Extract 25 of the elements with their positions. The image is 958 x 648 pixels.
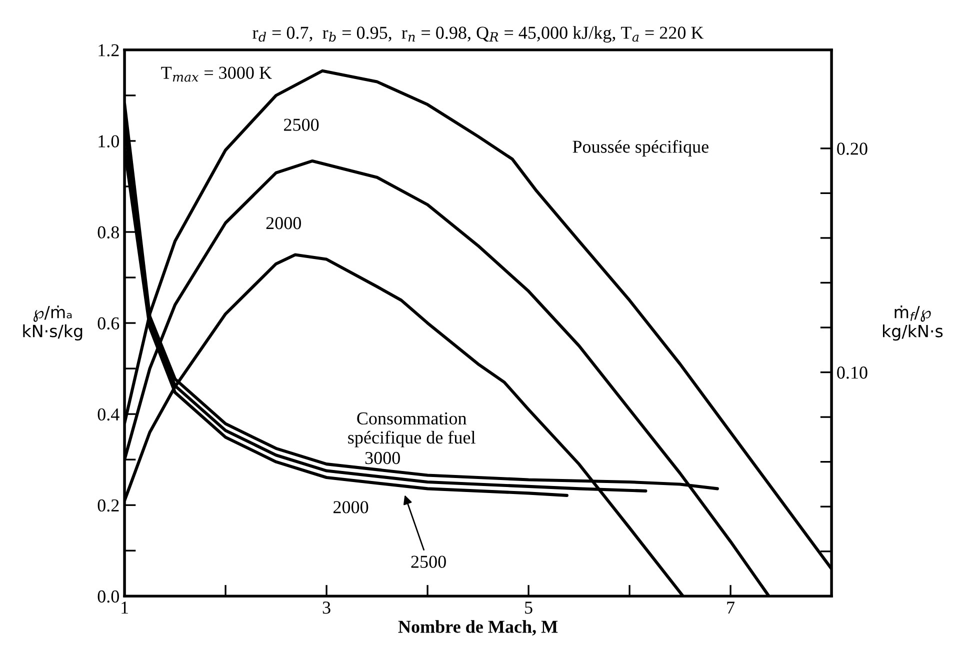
annotation: Poussée spécifique [572,140,708,156]
annotation: 2500 [411,556,446,568]
x-tick-label: 5 [525,602,532,614]
y-axis-title: ℘/ṁₐ kN·s/kg [23,306,82,341]
annotation: T$_{max}$ = 3000 K [161,66,272,82]
x-tick-label: 1 [122,602,128,614]
annotation: Consommation spécifique de fuel [348,412,476,448]
annotation: 3000 [365,452,400,464]
y-tick-label: 0.2 [98,499,119,512]
y-tick-label: 0.0 [98,590,119,603]
annotation: 2500 [284,118,319,131]
y-tick-label: 1.0 [98,135,119,148]
x-axis-title: Nombre de Mach, M [398,620,558,636]
y-tick-label: 1.2 [98,44,119,56]
annotation: 2000 [266,217,301,230]
x-tick-label: 3 [322,602,330,614]
y2-tick-label: 0.20 [837,142,868,155]
y2-axis-title: ṁ$_{f}$/℘ kg/kN·s [882,305,943,341]
y-tick-label: 0.8 [98,226,119,239]
annotation: 2000 [334,501,368,514]
chart-title: r$_{d}$ = 0.7, r$_{b}$ = 0.95, r$_{n}$ = 0.98, Q$_{R}$ = 45,000 kJ/kg, T$_{a}$ = 220 K [252,26,704,43]
x-tick-label: 7 [727,602,735,614]
y-tick-label: 0.6 [98,317,120,330]
y2-tick-label: 0.10 [837,366,868,379]
y-tick-label: 0.4 [98,408,120,421]
